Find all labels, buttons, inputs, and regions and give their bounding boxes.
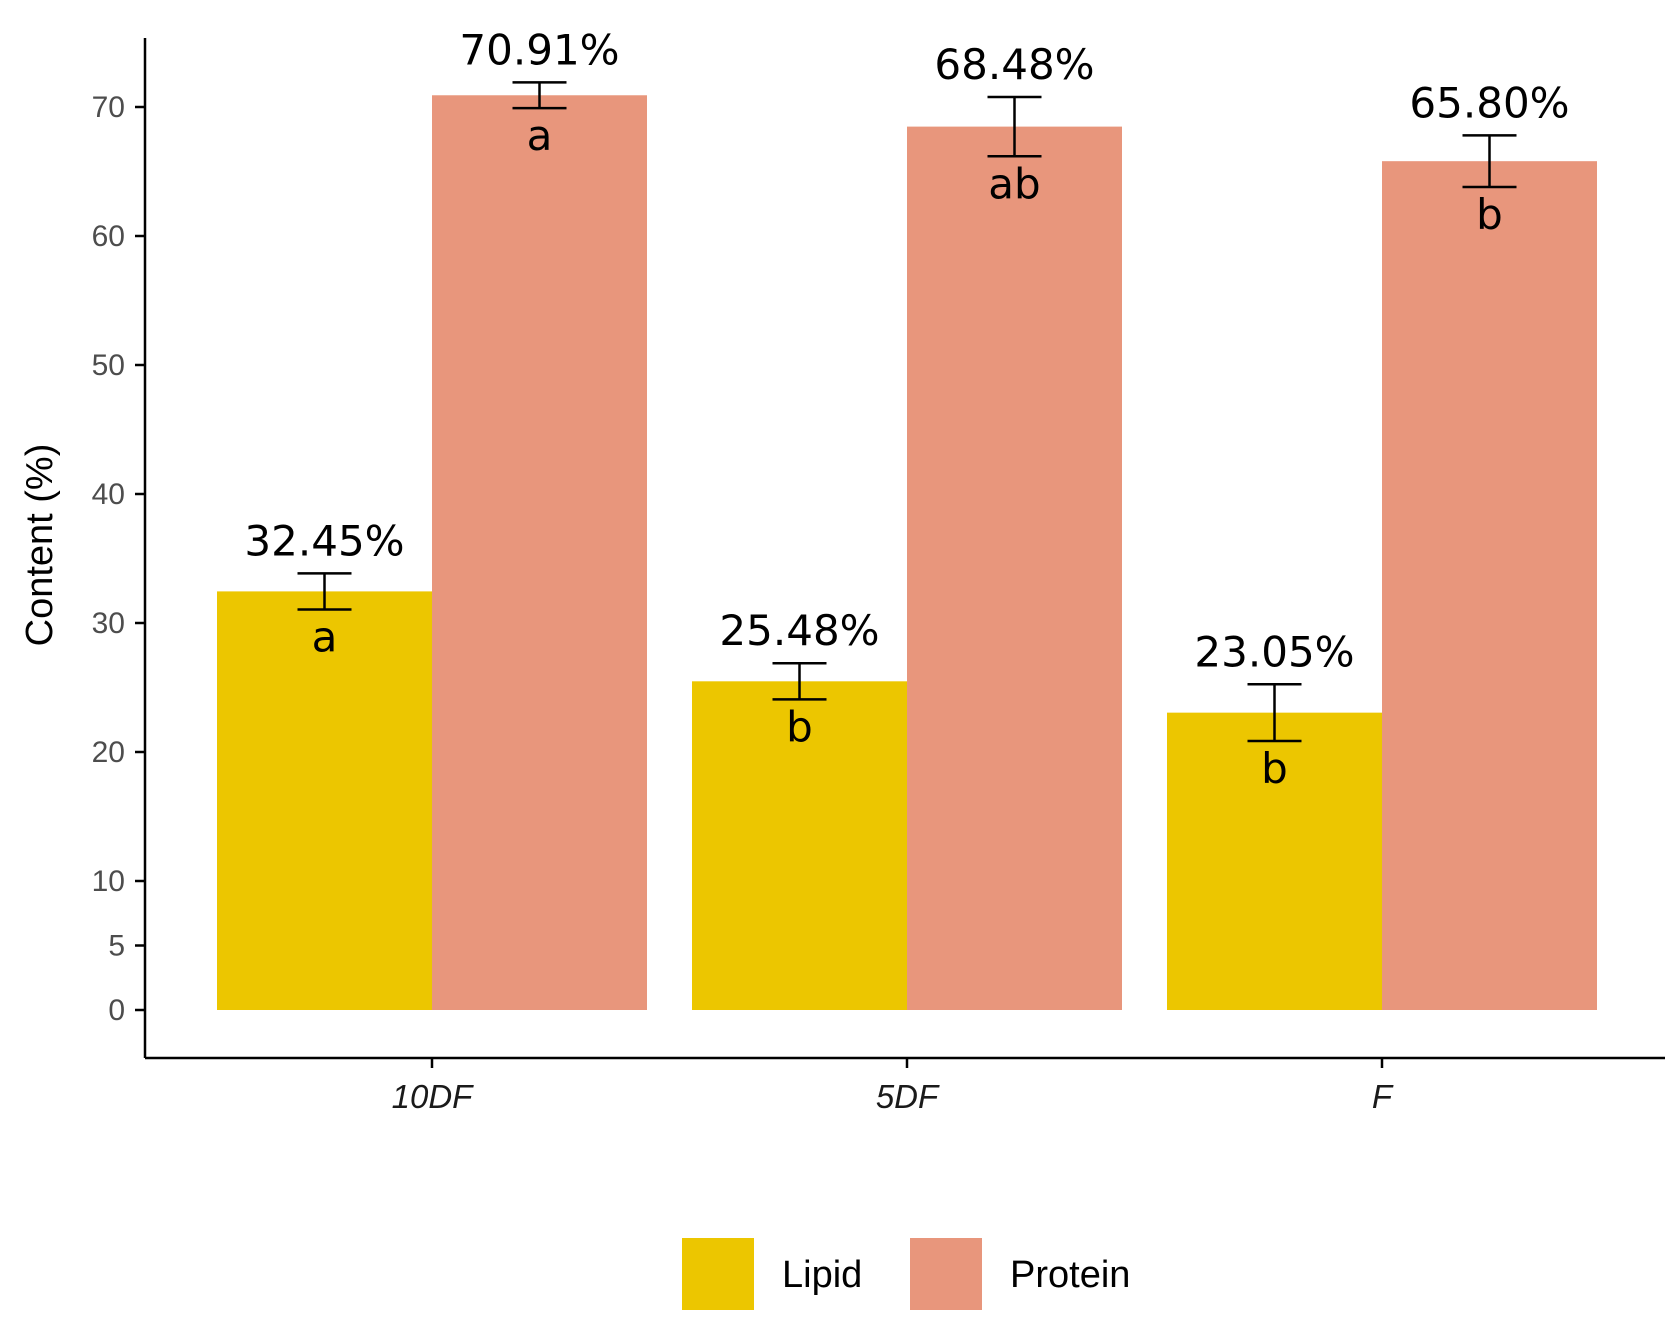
bars-layer — [217, 95, 1597, 1011]
significance-label-protein-5df: ab — [988, 159, 1040, 208]
bar-protein-f — [1382, 161, 1597, 1010]
data-label-protein-5df: 68.48% — [934, 40, 1094, 89]
data-label-protein-f: 65.80% — [1409, 78, 1569, 127]
y-tick-label: 70 — [92, 91, 125, 124]
significance-label-protein-10df: a — [527, 111, 553, 160]
significance-label-lipid-10df: a — [312, 612, 338, 661]
error-bar-protein-10df — [512, 81, 567, 110]
axes-layer: 10DF 5DF F 0 5 10 20 30 40 50 60 70 — [92, 38, 1665, 1115]
legend-swatch-lipid — [682, 1238, 754, 1310]
significance-label-lipid-f: b — [1261, 744, 1288, 793]
legend-swatch-protein — [910, 1238, 982, 1310]
y-tick-label: 50 — [92, 349, 125, 382]
data-label-lipid-10df: 32.45% — [244, 516, 404, 565]
data-label-lipid-f: 23.05% — [1194, 627, 1354, 676]
legend-label-protein: Protein — [1010, 1254, 1130, 1296]
bar-lipid-f — [1167, 712, 1382, 1010]
y-tick-label: 20 — [92, 736, 125, 769]
labels-layer: 32.45% a 70.91% a 25.48% b 68.48% ab 23.05% b 65.8… — [244, 25, 1569, 793]
x-tick-label-f: F — [1372, 1078, 1394, 1115]
error-bar-lipid-10df — [297, 572, 352, 611]
y-tick-label: 0 — [108, 994, 125, 1027]
significance-label-protein-f: b — [1476, 190, 1503, 239]
significance-label-lipid-5df: b — [786, 702, 813, 751]
bar-protein-10df — [432, 95, 647, 1011]
error-bar-protein-f — [1462, 134, 1517, 189]
bar-lipid-5df — [692, 681, 907, 1010]
y-tick-label: 30 — [92, 607, 125, 640]
y-tick-label: 60 — [92, 220, 125, 253]
bar-lipid-10df — [217, 591, 432, 1010]
legend-label-lipid: Lipid — [782, 1254, 862, 1296]
bar-protein-5df — [907, 126, 1122, 1010]
error-bar-lipid-f — [1247, 683, 1302, 743]
y-axis-title: Content (%) — [19, 444, 61, 647]
error-bars-layer — [297, 81, 1517, 743]
y-tick-label: 40 — [92, 478, 125, 511]
y-tick-label: 10 — [92, 865, 125, 898]
error-bar-protein-5df — [987, 95, 1042, 158]
x-tick-label-5df: 5DF — [876, 1078, 940, 1115]
legend: Lipid Protein — [682, 1238, 1130, 1310]
y-tick-label: 5 — [108, 930, 125, 963]
data-label-protein-10df: 70.91% — [459, 25, 619, 74]
error-bar-lipid-5df — [772, 661, 827, 701]
data-label-lipid-5df: 25.48% — [719, 606, 879, 655]
x-tick-label-10df: 10DF — [392, 1078, 475, 1115]
